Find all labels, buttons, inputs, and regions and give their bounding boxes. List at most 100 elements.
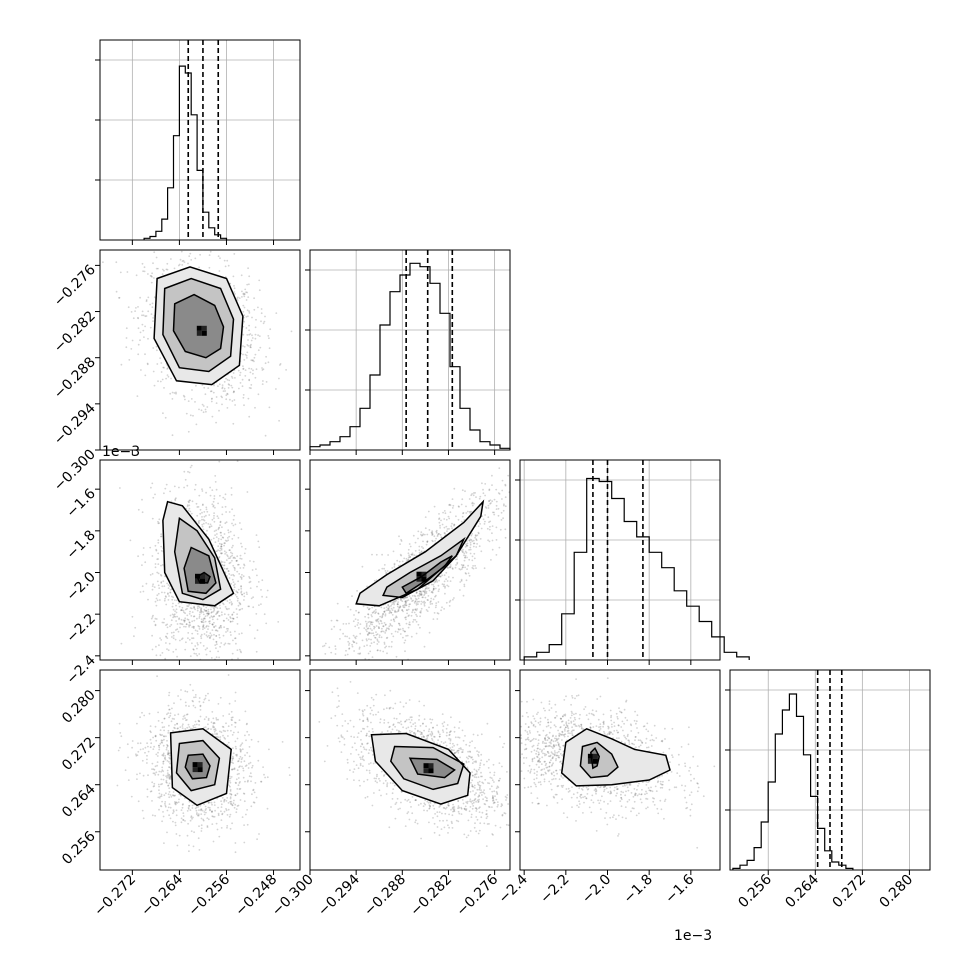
- scatter-point: [418, 549, 421, 552]
- scatter-point: [187, 675, 189, 677]
- scatter-point: [147, 296, 150, 299]
- scatter-point: [504, 496, 507, 499]
- scatter-point: [196, 506, 199, 508]
- scatter-point: [250, 339, 253, 342]
- scatter-point: [221, 561, 224, 563]
- scatter-point: [335, 619, 338, 622]
- scatter-point: [200, 817, 203, 820]
- scatter-point: [192, 704, 195, 707]
- scatter-point: [168, 679, 170, 681]
- scatter-point: [414, 600, 417, 603]
- scatter-point: [239, 557, 242, 560]
- scatter-point: [145, 300, 148, 303]
- scatter-point: [214, 506, 216, 509]
- scatter-point: [383, 564, 386, 566]
- scatter-point: [482, 488, 484, 491]
- scatter-point: [224, 505, 227, 508]
- scatter-point: [448, 566, 451, 568]
- scatter-point: [414, 600, 417, 602]
- scatter-point: [425, 590, 428, 593]
- scatter-point: [254, 353, 257, 356]
- scatter-point: [465, 572, 467, 575]
- scatter-point: [172, 602, 174, 605]
- scatter-point: [152, 320, 154, 322]
- scatter-point: [156, 580, 159, 583]
- scatter-point: [326, 696, 328, 698]
- scatter-point: [223, 567, 226, 570]
- scatter-point: [391, 603, 393, 606]
- scatter-point: [178, 263, 181, 266]
- scatter-point: [386, 570, 389, 572]
- scatter-point: [143, 270, 146, 273]
- scatter-point: [155, 645, 157, 648]
- scatter-point: [200, 637, 203, 640]
- contour-line: [153, 266, 244, 386]
- scatter-point: [394, 600, 396, 603]
- scatter-point: [379, 649, 382, 652]
- scatter-point: [472, 545, 475, 548]
- scatter-point: [194, 248, 196, 250]
- scatter-point: [242, 353, 244, 356]
- scatter-point: [133, 635, 135, 638]
- scatter-point: [172, 680, 174, 682]
- scatter-point: [261, 369, 264, 371]
- scatter-point: [232, 524, 235, 527]
- scatter-point: [194, 257, 197, 260]
- scatter-point: [198, 720, 201, 723]
- scatter-point: [365, 622, 368, 625]
- scatter-point: [462, 566, 464, 569]
- scatter-point: [438, 518, 440, 520]
- scatter-point: [250, 597, 253, 600]
- scatter-point: [375, 611, 377, 613]
- scatter-point: [367, 613, 369, 615]
- scatter-point: [473, 552, 476, 555]
- scatter-point: [247, 605, 250, 608]
- scatter-point: [260, 589, 262, 591]
- scatter-point: [220, 803, 223, 806]
- scatter-point: [248, 312, 251, 314]
- scatter-point: [173, 267, 176, 270]
- scatter-point: [237, 597, 239, 600]
- scatter-point: [512, 527, 514, 529]
- scatter-point: [202, 605, 205, 607]
- scatter-point: [154, 814, 157, 817]
- scatter-point: [199, 512, 202, 515]
- scatter-point: [201, 523, 204, 526]
- scatter-point: [417, 537, 419, 540]
- scatter-point: [448, 601, 451, 603]
- scatter-point: [182, 619, 185, 622]
- scatter-point: [226, 378, 229, 381]
- scatter-point: [443, 526, 446, 529]
- scatter-point: [238, 601, 241, 604]
- scatter-point: [241, 296, 243, 298]
- scatter-point: [430, 597, 433, 600]
- scatter-point: [359, 632, 362, 635]
- scatter-point: [475, 538, 478, 541]
- scatter-point: [241, 385, 244, 388]
- scatter-point: [137, 353, 140, 356]
- scatter-point: [251, 337, 254, 339]
- scatter-point: [408, 603, 411, 606]
- contour-line: [173, 516, 222, 601]
- scatter-point: [457, 505, 460, 508]
- scatter-point: [445, 601, 448, 604]
- scatter-point: [185, 412, 188, 415]
- scatter-point: [242, 368, 245, 370]
- scatter-point: [260, 308, 263, 310]
- scatter-point: [410, 614, 413, 617]
- scatter-point: [232, 372, 235, 374]
- scatter-point: [408, 554, 410, 557]
- scatter-point: [119, 732, 122, 734]
- scatter-point: [168, 708, 171, 711]
- scatter-point: [205, 606, 208, 609]
- scatter-point: [163, 269, 165, 272]
- scatter-point: [150, 275, 153, 277]
- scatter-point: [170, 377, 173, 380]
- scatter-point: [459, 568, 462, 571]
- scatter-point: [168, 803, 171, 805]
- scatter-point: [172, 634, 175, 637]
- scatter-point: [382, 625, 385, 628]
- scatter-point: [247, 345, 250, 347]
- scatter-point: [171, 605, 174, 608]
- scatter-point: [465, 579, 468, 582]
